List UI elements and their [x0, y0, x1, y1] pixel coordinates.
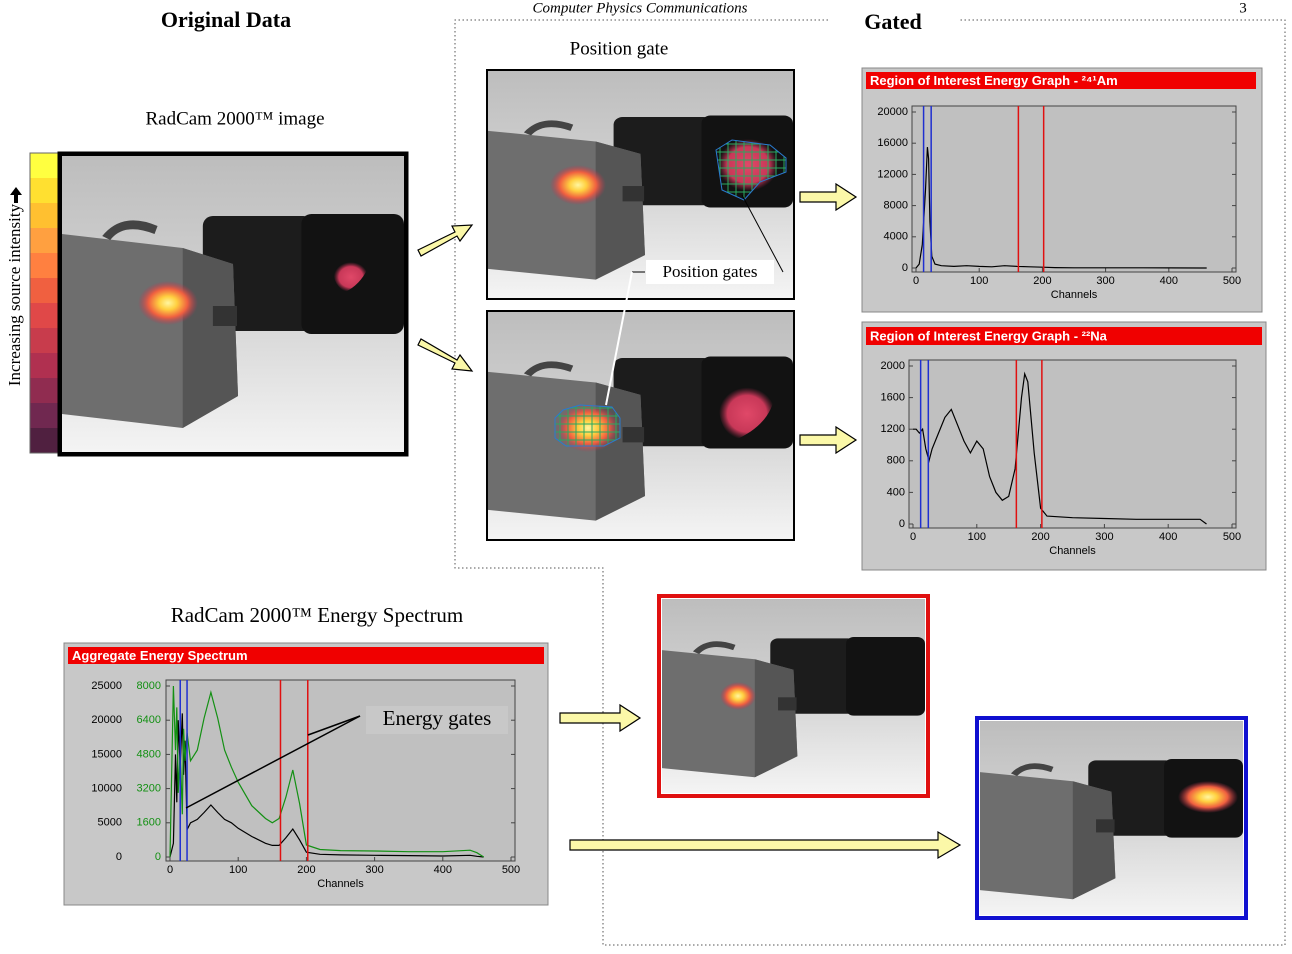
position-gate-label: Position gate — [570, 38, 669, 59]
image-caption: RadCam 2000™ image — [145, 108, 324, 129]
figure: Computer Physics Communications 3 Origin… — [0, 0, 1292, 954]
y-tick-label: 1200 — [881, 423, 905, 435]
y2-tick-label: 6400 — [137, 714, 161, 726]
x-tick-label: 400 — [1160, 275, 1178, 287]
plot-area — [912, 106, 1236, 272]
y-tick-label: 5000 — [98, 817, 122, 829]
hotspot — [550, 165, 606, 205]
y-tick-label: 4000 — [884, 231, 908, 243]
hotspot — [720, 682, 756, 710]
x-tick-label: 0 — [913, 275, 919, 287]
y-tick-label: 0 — [116, 851, 122, 863]
x-tick-label: 300 — [1095, 531, 1113, 543]
energy-gated-image — [980, 721, 1243, 915]
y2-tick-label: 8000 — [137, 680, 161, 692]
y-tick-label: 0 — [902, 262, 908, 274]
x-tick-label: 500 — [1223, 531, 1241, 543]
y-tick-label: 25000 — [91, 680, 122, 692]
x-tick-label: 400 — [1159, 531, 1177, 543]
x-tick-label: 100 — [968, 531, 986, 543]
chart: Region of Interest Energy Graph - ²⁴¹Am 0… — [862, 68, 1262, 312]
chart: Aggregate Energy Spectrum050001000015000… — [64, 643, 548, 905]
y-tick-label: 20000 — [91, 714, 122, 726]
x-axis-label: Channels — [317, 878, 364, 890]
x-axis-label: Channels — [1051, 289, 1098, 301]
chart-title: Region of Interest Energy Graph - ²⁴¹Am — [870, 73, 1118, 88]
y2-tick-label: 1600 — [137, 817, 161, 829]
x-tick-label: 0 — [910, 531, 916, 543]
x-tick-label: 100 — [970, 275, 988, 287]
x-tick-label: 300 — [365, 864, 383, 876]
y-tick-label: 12000 — [877, 168, 908, 180]
position-gate — [555, 405, 620, 446]
y-tick-label: 15000 — [91, 748, 122, 760]
colorbar — [30, 153, 58, 453]
x-tick-label: 0 — [167, 864, 173, 876]
x-tick-label: 100 — [229, 864, 247, 876]
position-gates-callout: Position gates — [663, 262, 758, 281]
chart-title: Aggregate Energy Spectrum — [72, 648, 248, 663]
main-image — [62, 156, 404, 452]
hotspot — [138, 281, 198, 325]
gated-heading: Gated — [864, 9, 921, 34]
y-tick-label: 800 — [887, 455, 905, 467]
y-tick-label: 20000 — [877, 106, 908, 118]
hotspot — [1178, 781, 1238, 813]
y-tick-label: 10000 — [91, 783, 122, 795]
energy-gates-callout: Energy gates — [383, 706, 492, 730]
x-tick-label: 400 — [434, 864, 452, 876]
colorbar-label: Increasing source intensity — [5, 203, 24, 386]
x-tick-label: 200 — [297, 864, 315, 876]
x-tick-label: 200 — [1031, 531, 1049, 543]
plot-area — [909, 360, 1236, 528]
spectrum-caption: RadCam 2000™ Energy Spectrum — [171, 603, 464, 627]
x-tick-label: 500 — [502, 864, 520, 876]
y2-tick-label: 4800 — [137, 748, 161, 760]
page-number: 3 — [1239, 0, 1247, 16]
y-tick-label: 1600 — [881, 392, 905, 404]
y-tick-label: 16000 — [877, 137, 908, 149]
y-tick-label: 400 — [887, 486, 905, 498]
x-tick-label: 300 — [1096, 275, 1114, 287]
journal-name: Computer Physics Communications — [533, 0, 748, 16]
chart-title: Region of Interest Energy Graph - ²²Na — [870, 328, 1108, 343]
y2-tick-label: 0 — [155, 851, 161, 863]
x-tick-label: 500 — [1223, 275, 1241, 287]
y-tick-label: 8000 — [884, 200, 908, 212]
energy-gated-image — [662, 599, 925, 793]
x-axis-label: Channels — [1049, 545, 1096, 557]
chart: Region of Interest Energy Graph - ²²Na 0 4… — [862, 322, 1266, 570]
y-tick-label: 0 — [899, 518, 905, 530]
original-heading: Original Data — [161, 7, 291, 32]
x-tick-label: 200 — [1033, 275, 1051, 287]
page: { "header": {"journal": "Computer Physic… — [0, 0, 1292, 954]
intensity-arrow — [10, 187, 22, 203]
y2-tick-label: 3200 — [137, 783, 161, 795]
y-tick-label: 2000 — [881, 360, 905, 372]
